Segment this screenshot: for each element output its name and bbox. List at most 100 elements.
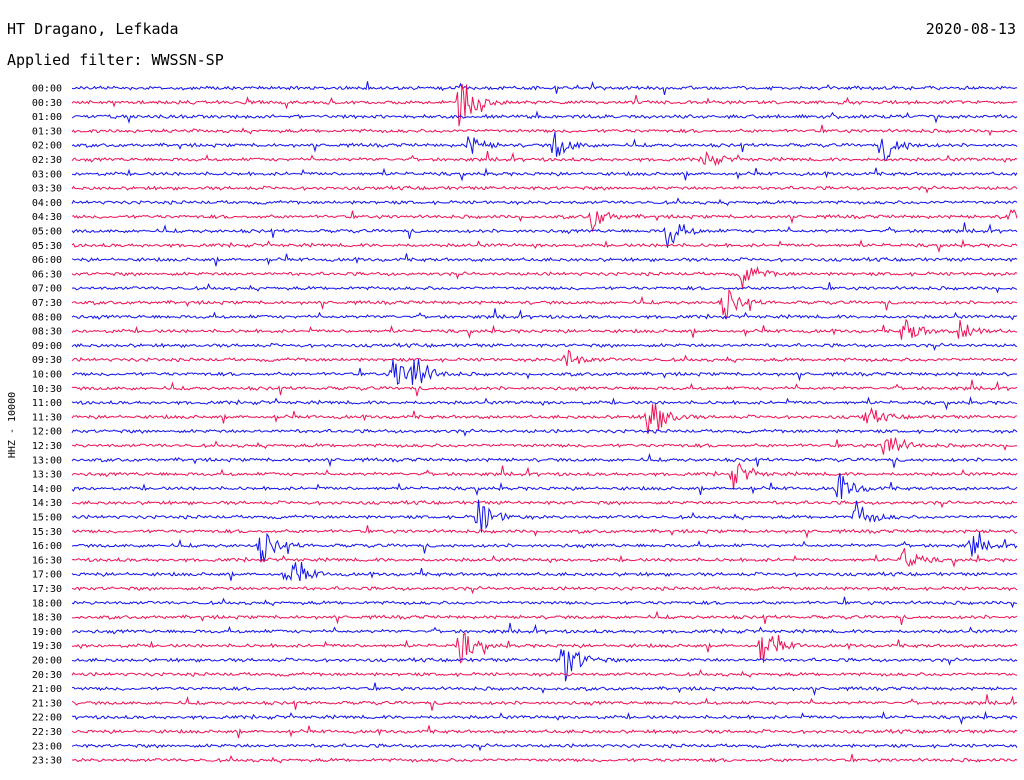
row-label: 05:30 (32, 241, 62, 252)
filter-label: Applied filter: WWSSN-SP (7, 51, 224, 69)
row-label: 06:00 (32, 255, 62, 266)
trace-line (71, 548, 1018, 568)
row-label: 01:00 (32, 112, 62, 123)
trace-line (71, 428, 1018, 437)
date-label: 2020-08-13 (925, 20, 1016, 38)
row-label: 14:30 (32, 498, 62, 509)
row-label: 11:00 (32, 398, 62, 409)
trace-line (71, 349, 1018, 367)
row-label: 05:00 (32, 227, 62, 238)
trace-line (71, 499, 1018, 509)
row-label: 00:30 (32, 98, 62, 109)
trace-line (71, 110, 1018, 125)
trace-line (71, 282, 1018, 294)
trace-line (71, 462, 1018, 490)
trace-line (71, 379, 1018, 397)
trace-line (71, 396, 1018, 411)
trace-line (71, 561, 1018, 582)
row-label: 20:30 (32, 670, 62, 681)
trace-line (71, 342, 1018, 352)
row-label: 06:30 (32, 269, 62, 280)
trace-line (71, 83, 1018, 127)
trace-line (71, 150, 1018, 167)
row-label: 17:30 (32, 584, 62, 595)
trace-line (71, 694, 1018, 711)
trace-line (71, 308, 1018, 321)
trace-line (71, 743, 1018, 752)
row-label: 16:30 (32, 555, 62, 566)
trace-line (71, 472, 1018, 500)
trace-line (71, 682, 1018, 697)
row-label: 03:00 (32, 169, 62, 180)
row-label: 15:30 (32, 527, 62, 538)
trace-line (71, 253, 1018, 267)
trace-line (71, 669, 1018, 678)
row-label: 10:30 (32, 384, 62, 395)
channel-label: HHZ - 10000 (7, 392, 18, 458)
trace-line (71, 622, 1018, 635)
trace-line (71, 710, 1018, 725)
trace-line (71, 359, 1018, 385)
row-label: 08:00 (32, 312, 62, 323)
trace-line (71, 649, 1018, 682)
row-label: 21:30 (32, 698, 62, 709)
trace-line (71, 596, 1018, 609)
row-label: 04:30 (32, 212, 62, 223)
row-label: 22:00 (32, 713, 62, 724)
trace-line (71, 725, 1018, 739)
row-label: 18:30 (32, 613, 62, 624)
row-label: 23:30 (32, 756, 62, 767)
row-label: 02:30 (32, 155, 62, 166)
trace-line (71, 238, 1018, 254)
row-label: 13:30 (32, 470, 62, 481)
row-label: 09:30 (32, 355, 62, 366)
station-title: HT Dragano, Lefkada (7, 20, 179, 38)
row-label: 15:00 (32, 513, 62, 524)
trace-line (71, 753, 1018, 764)
row-label: 20:00 (32, 656, 62, 667)
row-label: 22:30 (32, 727, 62, 738)
trace-line (71, 197, 1018, 206)
row-label: 23:00 (32, 741, 62, 752)
trace-line (71, 81, 1018, 96)
trace-line (71, 499, 1018, 533)
row-label: 21:00 (32, 684, 62, 695)
row-label: 04:00 (32, 198, 62, 209)
row-label: 19:30 (32, 641, 62, 652)
trace-line (71, 265, 1018, 289)
row-label: 09:00 (32, 341, 62, 352)
row-label: 19:00 (32, 627, 62, 638)
row-label: 07:30 (32, 298, 62, 309)
row-label: 13:00 (32, 455, 62, 466)
trace-line (71, 525, 1018, 539)
row-label: 16:00 (32, 541, 62, 552)
row-label: 11:30 (32, 412, 62, 423)
trace-line (71, 403, 1018, 435)
row-label: 10:00 (32, 370, 62, 381)
traces (71, 81, 1018, 764)
trace-line (71, 610, 1018, 626)
row-label: 12:30 (32, 441, 62, 452)
row-label: 14:00 (32, 484, 62, 495)
trace-line (72, 167, 1018, 182)
row-label: 08:30 (32, 327, 62, 338)
row-label: 18:00 (32, 598, 62, 609)
row-label: 12:00 (32, 427, 62, 438)
trace-line (71, 124, 1018, 137)
row-label: 00:00 (32, 84, 62, 95)
row-labels: 00:00 00:30 01:00 01:30 02:00 02:30 03:00 03:30… (32, 84, 62, 767)
trace-line (71, 585, 1018, 595)
trace-line (71, 185, 1018, 194)
trace-line (71, 437, 1018, 455)
row-label: 01:30 (32, 126, 62, 137)
trace-line (71, 222, 1018, 248)
trace-line (71, 288, 1018, 320)
trace-line (71, 632, 1018, 664)
row-label: 17:00 (32, 570, 62, 581)
row-label: 02:00 (32, 141, 62, 152)
trace-line (71, 532, 1018, 563)
trace-line (71, 318, 1018, 340)
trace-line (71, 208, 1018, 233)
row-label: 07:00 (32, 284, 62, 295)
